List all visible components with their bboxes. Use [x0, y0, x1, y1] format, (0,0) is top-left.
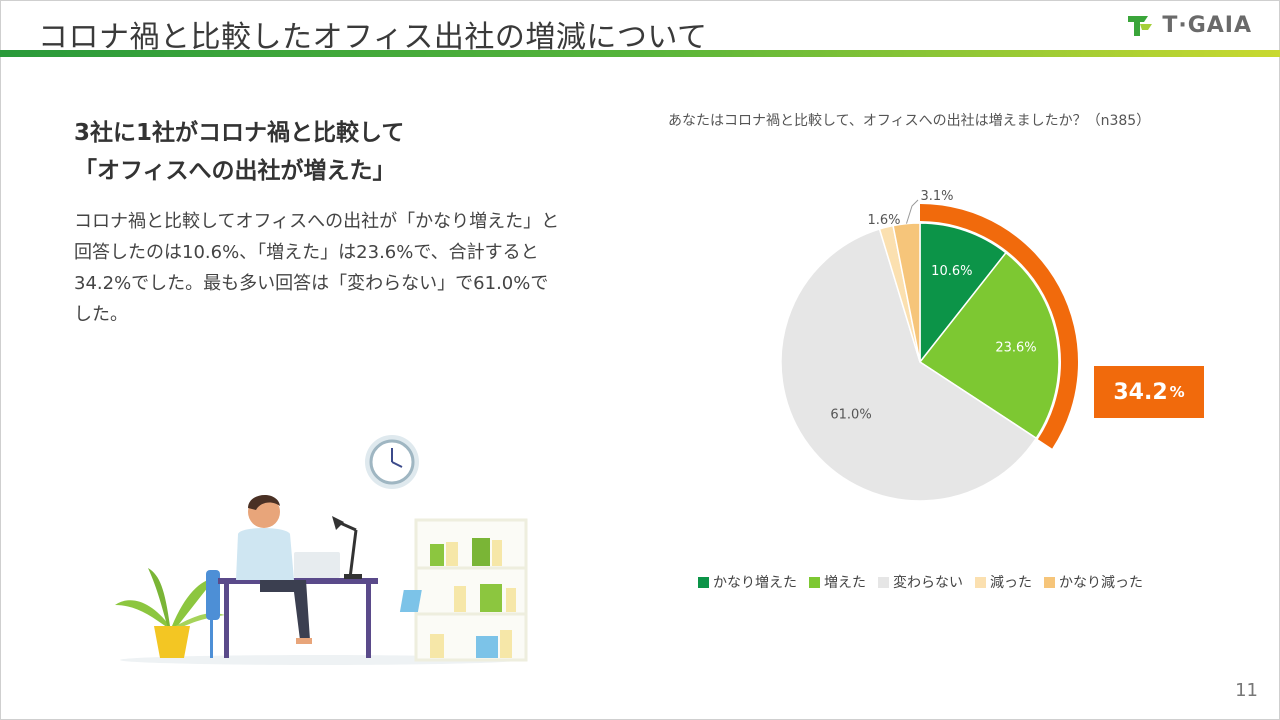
body-line-3: 34.2%でした。最も多い回答は「変わらない」で61.0%で	[74, 273, 549, 294]
page-number: 11	[1235, 680, 1258, 701]
company-logo: T·GAIA	[1126, 10, 1252, 40]
legend-item-1: かなり増えた	[698, 572, 797, 592]
title-underline-bar	[0, 50, 1280, 57]
slide-title: コロナ禍と比較したオフィス出社の増減について	[38, 20, 708, 55]
legend-swatch	[975, 576, 986, 588]
legend-item-2: 増えた	[809, 572, 866, 592]
chart-legend: かなり増えた 増えた 変わらない 減った かなり減った	[698, 572, 1143, 592]
legend-label: 増えた	[824, 575, 866, 591]
legend-label: 減った	[990, 575, 1032, 591]
pie-labels: 10.6% 23.6% 61.0% 1.6% 3.1%	[830, 189, 1036, 423]
logo-text: T·GAIA	[1162, 12, 1252, 38]
pie-slice-1	[919, 222, 1008, 365]
pie-slice-5	[892, 222, 921, 363]
headline-line-1: 3社に1社がコロナ禍と比較して	[74, 120, 405, 146]
legend-swatch	[878, 576, 889, 588]
headline: 3社に1社がコロナ禍と比較して 「オフィスへの出社が増えた」	[74, 114, 404, 190]
plant-icon	[115, 568, 225, 658]
legend-label: かなり減った	[1059, 575, 1143, 591]
legend-item-4: 減った	[975, 572, 1032, 592]
pie-label-4: 1.6%	[867, 213, 900, 228]
legend-item-3: 変わらない	[878, 572, 963, 592]
legend-swatch	[809, 576, 820, 588]
total-increase-value: 34.2	[1113, 379, 1168, 405]
legend-swatch	[1044, 576, 1055, 588]
pie-label-5: 3.1%	[920, 189, 953, 204]
legend-swatch	[698, 576, 709, 588]
pie-label-3: 61.0%	[830, 408, 871, 423]
legend-item-5: かなり減った	[1044, 572, 1143, 592]
clock-icon	[365, 435, 419, 489]
pie-slice-2	[918, 251, 1060, 440]
body-line-2: 回答したのは10.6%、「増えた」は23.6%で、合計すると	[74, 242, 539, 263]
total-increase-unit: %	[1169, 383, 1185, 401]
body-paragraph: コロナ禍と比較してオフィスへの出社が「かなり増えた」と 回答したのは10.6%、…	[74, 206, 634, 330]
pie-slice-3	[780, 228, 1038, 502]
legend-label: 変わらない	[893, 575, 963, 591]
pie-label-1: 10.6%	[931, 264, 972, 279]
body-line-1: コロナ禍と比較してオフィスへの出社が「かなり増えた」と	[74, 211, 560, 232]
leader-line	[905, 199, 919, 224]
chart-question-title: あなたはコロナ禍と比較して、オフィスへの出社は増えましたか？（n385）	[668, 113, 1151, 129]
pie-slices	[780, 222, 1060, 502]
office-worker-illustration	[115, 435, 528, 665]
headline-line-2: 「オフィスへの出社が増えた」	[74, 158, 396, 184]
total-increase-badge: 34.2%	[1094, 366, 1204, 418]
pie-label-2: 23.6%	[995, 340, 1036, 355]
legend-label: かなり増えた	[713, 575, 797, 591]
body-line-4: した。	[74, 304, 128, 325]
logo-mark-icon	[1128, 16, 1153, 36]
highlight-arc	[920, 204, 1078, 449]
